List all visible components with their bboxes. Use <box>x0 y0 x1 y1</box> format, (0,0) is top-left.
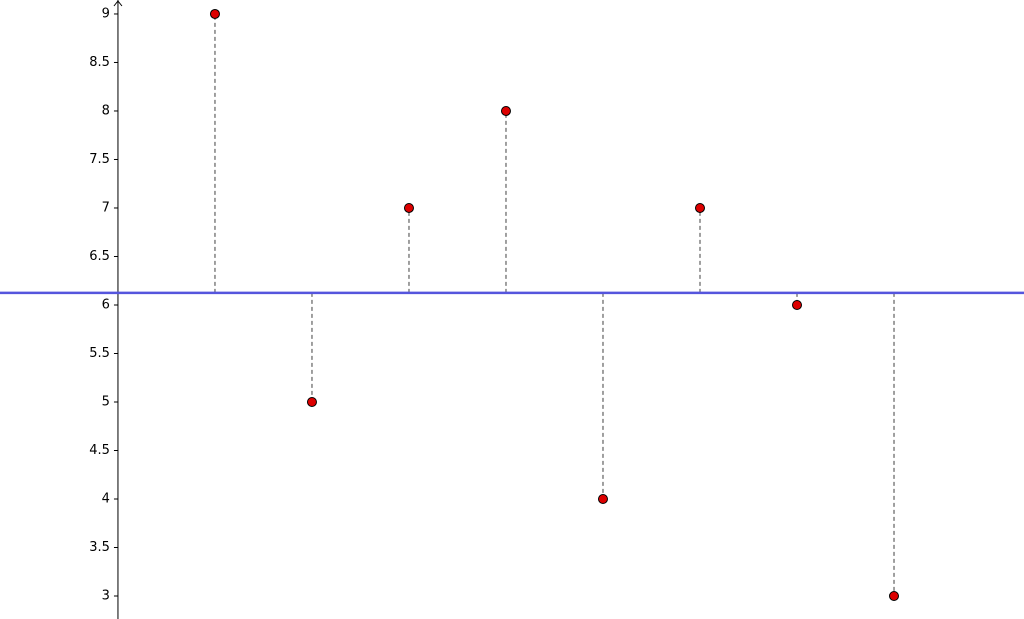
y-tick-label: 7.5 <box>89 152 110 167</box>
y-tick-label: 6.5 <box>89 249 110 264</box>
y-tick-label: 3 <box>102 589 110 604</box>
y-tick-label: 8.5 <box>89 55 110 70</box>
point <box>403 202 414 213</box>
point <box>500 105 511 116</box>
point <box>694 202 705 213</box>
point <box>597 494 608 505</box>
y-tick-label: 4 <box>102 492 110 507</box>
y-tick-label: 5 <box>102 394 110 409</box>
point <box>209 8 220 19</box>
y-tick-label: 5.5 <box>89 346 110 361</box>
point <box>889 591 900 602</box>
point <box>306 396 317 407</box>
y-axis-arrow <box>113 0 123 7</box>
point <box>792 299 803 310</box>
y-tick-label: 6 <box>102 297 110 312</box>
y-tick-label: 8 <box>102 103 110 118</box>
y-tick-label: 4.5 <box>89 443 110 458</box>
y-tick-label: 9 <box>102 6 110 21</box>
y-tick-label: 7 <box>102 200 110 215</box>
y-tick-label: 3.5 <box>89 540 110 555</box>
